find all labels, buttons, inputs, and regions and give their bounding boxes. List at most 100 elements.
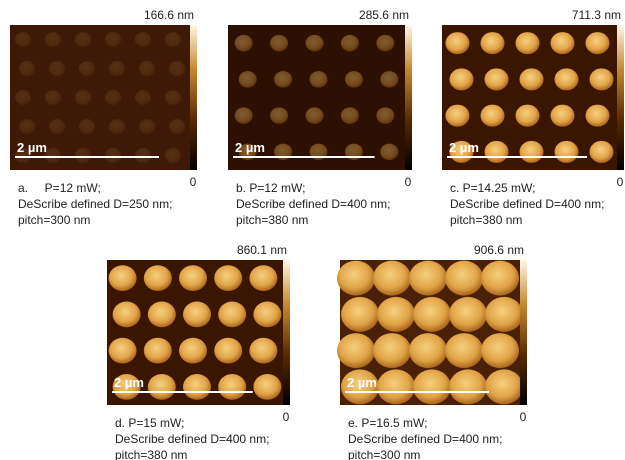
nanodot	[519, 68, 544, 91]
nanodot	[139, 119, 155, 134]
nanodot	[75, 148, 91, 163]
nanodot	[484, 140, 509, 163]
nanodot	[147, 373, 176, 400]
nanodot	[413, 296, 451, 332]
nanodot	[481, 260, 519, 296]
nanodot	[165, 90, 181, 105]
nanodot	[340, 34, 359, 52]
nanodot	[169, 119, 185, 134]
nanodot	[15, 90, 31, 105]
caption-line: DeScribe defined D=400 nm;	[236, 197, 390, 211]
nanodot	[270, 34, 289, 52]
afm-panel: 285.6 nm 0 2 µm b. P=12 mW; DeScribe defined…	[228, 8, 412, 227]
nanodot	[380, 71, 399, 88]
nanodot	[45, 148, 61, 163]
nanodot	[105, 148, 121, 163]
scale-bar-label: 2 µm	[449, 140, 479, 155]
nanodot	[105, 90, 121, 105]
nanodot	[238, 71, 257, 88]
caption-line: DeScribe defined D=400 nm;	[348, 432, 502, 446]
max-label: 711.3 nm	[572, 8, 621, 22]
nanodot	[169, 61, 185, 76]
nanodot	[480, 32, 505, 55]
scale-bar-label: 2 µm	[17, 140, 47, 155]
color-bar	[283, 260, 290, 405]
max-label: 906.6 nm	[474, 243, 524, 257]
nanodot	[340, 107, 359, 124]
nanodot	[589, 140, 614, 163]
nanodot	[409, 260, 447, 296]
caption-line: a. P=12 mW;	[18, 181, 101, 195]
nanodot	[19, 61, 35, 76]
nanodot	[19, 119, 35, 134]
nanodot	[45, 32, 61, 47]
afm-panel: 166.6 nm 0 2 µm a. P=12 mW; DeScribe defined…	[10, 8, 197, 227]
nanodot	[373, 333, 411, 369]
nanodot	[79, 119, 95, 134]
caption-line: b. P=12 mW;	[236, 181, 305, 195]
nanodot	[214, 337, 243, 364]
nanodot	[249, 337, 278, 364]
nanodot	[341, 296, 379, 332]
color-bar	[190, 25, 197, 170]
afm-panel: 906.6 nm 0 2 µm e. P=16.5 mW; DeScribe defin…	[337, 243, 527, 460]
caption-line: pitch=380 nm	[115, 448, 187, 460]
nanodot	[75, 90, 91, 105]
nanodot	[45, 90, 61, 105]
nanodot	[135, 148, 151, 163]
caption-line: DeScribe defined D=400 nm;	[450, 197, 604, 211]
caption-line: pitch=380 nm	[236, 213, 308, 227]
nanodot	[445, 32, 470, 55]
nanodot	[449, 296, 487, 332]
caption-line: d. P=15 mW;	[115, 416, 184, 430]
nanodot	[305, 107, 324, 124]
caption-line: pitch=380 nm	[450, 213, 522, 227]
nanodot	[409, 333, 447, 369]
caption-line: pitch=300 nm	[348, 448, 420, 460]
nanodot	[79, 61, 95, 76]
nanodot	[376, 107, 395, 124]
nanodot	[377, 296, 415, 332]
caption-line: c. P=14.25 mW;	[450, 181, 535, 195]
nanodot	[165, 148, 181, 163]
nanodot	[143, 265, 172, 292]
nanodot	[234, 107, 253, 124]
nanodot	[449, 68, 474, 91]
nanodot	[270, 107, 289, 124]
nanodot	[253, 301, 282, 328]
nanodot	[147, 301, 176, 328]
nanodot	[108, 337, 137, 364]
afm-panel: 860.1 nm 0 2 µm d. P=15 mW; DeScribe defined…	[107, 243, 290, 460]
nanodot	[108, 265, 137, 292]
nanodot	[515, 32, 540, 55]
scale-bar-label: 2 µm	[347, 375, 377, 390]
caption-line: DeScribe defined D=400 nm;	[115, 432, 269, 446]
nanodot	[135, 32, 151, 47]
nanodot	[585, 32, 610, 55]
nanodot	[218, 301, 247, 328]
nanodot	[337, 333, 375, 369]
nanodot	[449, 369, 487, 405]
nanodot	[341, 369, 379, 405]
nanodot	[485, 296, 523, 332]
nanodot	[218, 373, 247, 400]
nanodot	[75, 32, 91, 47]
nanodot	[274, 71, 293, 88]
nanodot	[519, 140, 544, 163]
nanodot	[550, 32, 575, 55]
nanodot	[105, 32, 121, 47]
nanodot	[344, 71, 363, 88]
color-bar	[617, 25, 624, 170]
nanodot	[165, 32, 181, 47]
nanodot	[49, 119, 65, 134]
max-label: 860.1 nm	[237, 243, 287, 257]
nanodot	[249, 265, 278, 292]
nanodot	[554, 140, 579, 163]
nanodot	[305, 34, 324, 52]
nanodot	[445, 260, 483, 296]
nanodot	[481, 333, 519, 369]
afm-panel: 711.3 nm 0 2 µm c. P=14.25 mW; DeScribe defi…	[442, 8, 624, 227]
nanodot	[49, 61, 65, 76]
scale-bar-label: 2 µm	[235, 140, 265, 155]
